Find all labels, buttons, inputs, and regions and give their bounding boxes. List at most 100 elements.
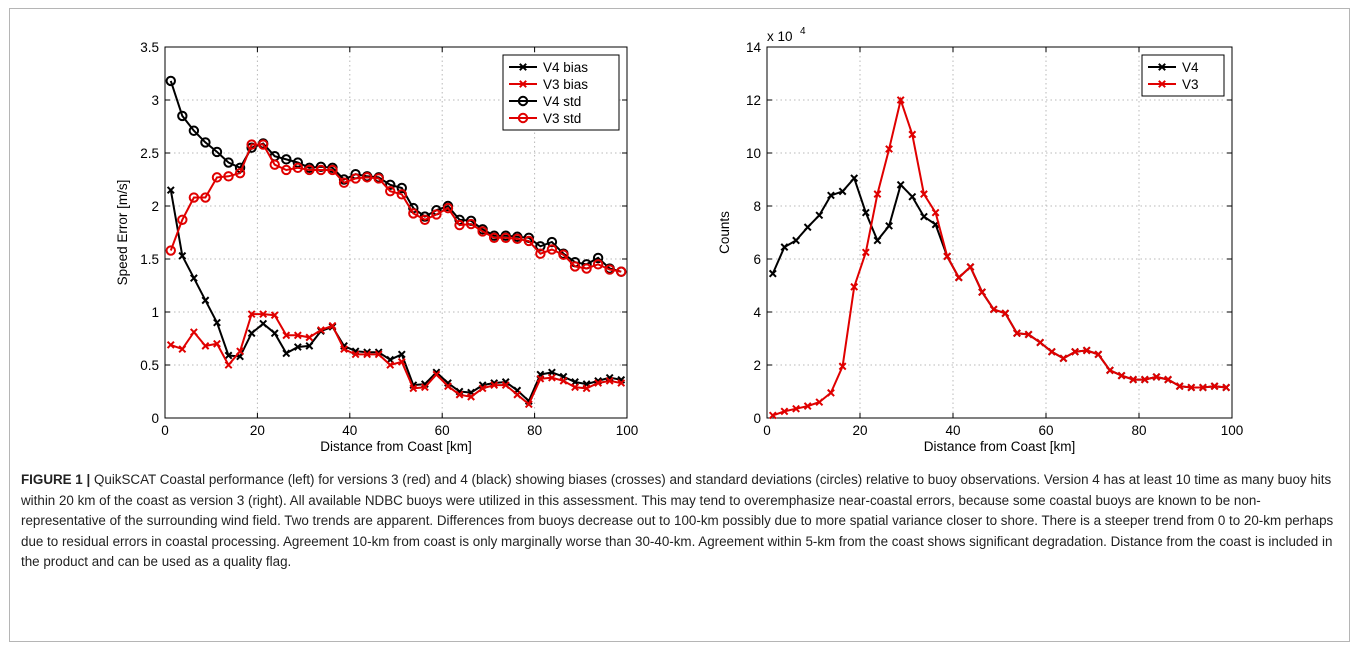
data-point (432, 368, 441, 377)
data-point (616, 266, 627, 277)
data-point (838, 187, 847, 196)
x-tick-label: 40 (945, 423, 960, 438)
data-point (188, 192, 200, 203)
x-tick-label: 40 (342, 423, 357, 438)
data-point (213, 339, 221, 348)
data-point (200, 137, 211, 148)
data-point (246, 139, 257, 150)
data-point (409, 384, 418, 393)
data-point (396, 189, 407, 200)
data-point (465, 218, 477, 230)
data-point (500, 232, 511, 244)
data-point (200, 192, 211, 203)
data-point (177, 214, 188, 225)
data-point (524, 400, 533, 409)
series-line (169, 189, 622, 403)
data-point (896, 180, 905, 189)
data-point (293, 343, 302, 351)
data-point (861, 248, 870, 257)
data-point (512, 233, 523, 245)
y-tick-label: 10 (746, 146, 761, 161)
data-point (1175, 382, 1184, 391)
series-line (170, 313, 622, 406)
axes-box (766, 46, 1233, 419)
figure-caption: FIGURE 1 | QuikSCAT Coastal performance … (21, 470, 1341, 573)
data-point (224, 361, 233, 369)
data-point (873, 190, 882, 198)
y-axis-label: Counts (717, 211, 732, 254)
data-point (908, 192, 917, 201)
data-point (408, 208, 419, 219)
data-point (305, 333, 314, 342)
data-point (594, 379, 603, 387)
data-point (385, 185, 396, 197)
x-tick-label: 0 (763, 423, 771, 438)
data-point (188, 125, 200, 136)
data-point (281, 154, 292, 165)
data-point (1117, 371, 1126, 380)
data-point (420, 383, 429, 392)
legend-marker (1158, 63, 1166, 71)
x-tick-label: 20 (852, 423, 867, 438)
y-tick-label: 12 (746, 93, 761, 108)
data-point (1071, 347, 1079, 356)
data-point (1210, 382, 1219, 391)
data-point (361, 172, 373, 183)
data-point (815, 211, 824, 220)
data-point (304, 164, 315, 176)
data-point (885, 145, 893, 153)
data-point (270, 329, 279, 338)
y-tick-label: 0.5 (140, 358, 159, 373)
x-tick-label: 60 (435, 423, 450, 438)
data-point (513, 390, 522, 399)
data-point (455, 390, 464, 399)
x-tick-label: 20 (250, 423, 265, 438)
data-point (454, 219, 465, 231)
data-point (234, 167, 246, 179)
data-point (1129, 375, 1138, 384)
y-tick-label: 6 (753, 252, 761, 267)
data-point (211, 172, 223, 183)
data-point (247, 329, 256, 338)
data-point (861, 208, 870, 217)
data-point (873, 236, 882, 245)
y-tick-label: 14 (746, 40, 762, 55)
data-point (546, 244, 558, 255)
data-point (1001, 309, 1010, 318)
series-v3 (768, 96, 1231, 420)
data-point (292, 157, 304, 168)
data-point (920, 212, 928, 221)
x-tick-label: 100 (1221, 423, 1244, 438)
y-tick-label: 3 (151, 93, 159, 108)
data-point (850, 282, 859, 291)
data-point (768, 411, 777, 420)
data-point (1082, 346, 1091, 355)
data-point (581, 263, 592, 274)
y-tick-label: 1 (151, 305, 159, 320)
data-point (931, 208, 940, 217)
data-point (293, 331, 302, 340)
data-point (1036, 338, 1045, 347)
caption-label: FIGURE 1 | (21, 472, 91, 487)
data-point (1013, 329, 1021, 338)
data-point (1140, 375, 1149, 384)
data-point (966, 263, 975, 271)
data-point (444, 382, 452, 391)
data-point (257, 139, 269, 150)
data-point (501, 381, 510, 390)
data-point (385, 179, 396, 191)
data-point (827, 191, 835, 200)
x-axis-label: Distance from Coast [km] (924, 439, 1076, 454)
data-point (780, 243, 789, 251)
data-point (282, 331, 291, 340)
right-chart: 0 20 40 60 80 100 0 2 4 6 8 10 12 14 Distance from Coa… (717, 26, 1243, 454)
data-point (259, 310, 268, 319)
y-axis-label: Speed Error [m/s] (115, 180, 130, 286)
x-tick-label: 80 (527, 423, 542, 438)
series-line (169, 143, 622, 273)
y-tick-label: 8 (753, 199, 761, 214)
data-point (490, 381, 499, 390)
caption-text: QuikSCAT Coastal performance (left) for … (21, 472, 1334, 570)
data-point (1047, 347, 1056, 356)
